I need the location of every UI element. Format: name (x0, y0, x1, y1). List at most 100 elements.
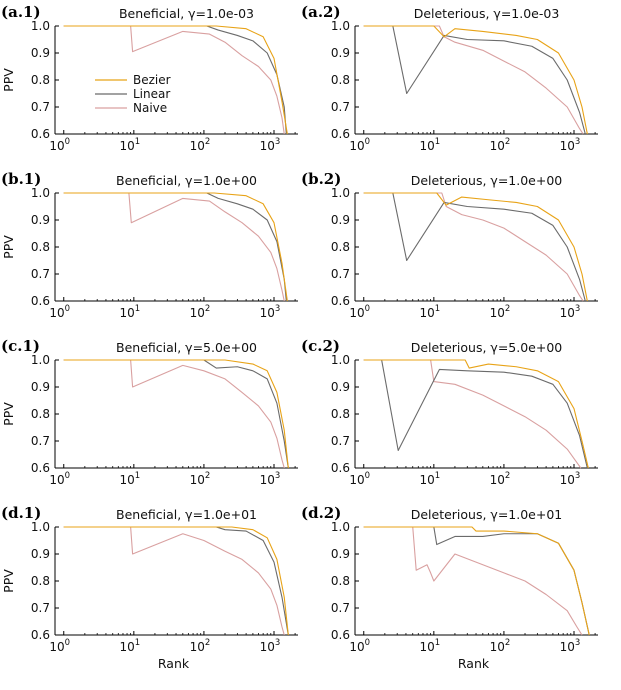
panel-label: (c.1) (1, 337, 40, 355)
x-tick-label: 102 (490, 471, 511, 487)
panel-c2: (c.2) Deleterious, γ=5.0e+00 0.6 0.7 0.8 0.9 1… (301, 337, 598, 487)
y-tick-label: 0.6 (331, 628, 350, 642)
x-tick-exponent: 2 (505, 304, 510, 314)
y-tick-label: 0.9 (331, 46, 350, 60)
y-tick-label: 0.8 (331, 240, 350, 254)
panel-title: Beneficial, γ=1.0e+01 (116, 507, 257, 522)
legend-label-naive: Naive (133, 101, 167, 115)
x-tick-label: 100 (349, 638, 370, 654)
x-tick-label: 103 (560, 638, 581, 654)
x-tick-label: 100 (349, 304, 370, 320)
y-axis-label: PPV (1, 402, 16, 426)
x-tick-exponent: 2 (505, 137, 510, 147)
panel-label: (b.2) (301, 170, 341, 188)
x-tick-label: 101 (419, 471, 440, 487)
x-tick-exponent: 1 (135, 304, 140, 314)
panel-b2: (b.2) Deleterious, γ=1.0e+00 0.6 0.7 0.8 0.9 1… (301, 170, 598, 320)
x-tick-label: 101 (119, 638, 140, 654)
panel-a1: (a.1) Beneficial, γ=1.0e-03 0.6 0.7 0.8 0.9 1.… (1, 3, 298, 153)
x-tick-exponent: 0 (65, 638, 70, 648)
x-tick-exponent: 1 (435, 304, 440, 314)
series-linear-line (63, 359, 289, 469)
x-tick-label: 101 (419, 137, 440, 153)
y-tick-label: 1.0 (31, 19, 50, 33)
x-tick-label: 100 (349, 471, 370, 487)
x-tick-label: 103 (260, 638, 281, 654)
x-tick-exponent: 2 (205, 137, 210, 147)
y-tick-label: 0.8 (331, 73, 350, 87)
x-tick-label: 102 (190, 304, 211, 320)
legend-label-bezier: Bezier (133, 73, 171, 87)
series-linear-line (63, 25, 287, 135)
series-linear-line (363, 526, 590, 636)
panel-title: Deleterious, γ=5.0e+00 (411, 340, 563, 355)
x-tick-exponent: 3 (275, 137, 280, 147)
panel-title: Beneficial, γ=1.0e+00 (116, 173, 257, 188)
x-tick-exponent: 2 (205, 304, 210, 314)
x-axis-label: Rank (458, 656, 490, 671)
y-tick-label: 0.8 (331, 574, 350, 588)
x-tick-exponent: 0 (65, 137, 70, 147)
y-tick-label: 0.7 (31, 434, 50, 448)
series-naive-line (63, 359, 285, 469)
x-tick-exponent: 0 (365, 471, 370, 481)
y-tick-label: 0.6 (331, 294, 350, 308)
series-linear-line (363, 25, 586, 135)
y-tick-label: 0.7 (331, 601, 350, 615)
y-tick-label: 0.9 (31, 380, 50, 394)
x-tick-label: 103 (560, 304, 581, 320)
y-tick-label: 1.0 (331, 520, 350, 534)
x-tick-exponent: 3 (275, 304, 280, 314)
y-axis-label: PPV (1, 235, 16, 259)
x-tick-exponent: 1 (435, 471, 440, 481)
y-tick-label: 0.9 (31, 46, 50, 60)
x-tick-exponent: 0 (65, 471, 70, 481)
y-tick-label: 0.9 (31, 547, 50, 561)
y-tick-label: 0.8 (31, 574, 50, 588)
series-naive-line (363, 526, 583, 636)
x-tick-exponent: 1 (435, 638, 440, 648)
x-tick-exponent: 3 (275, 638, 280, 648)
x-tick-label: 103 (260, 304, 281, 320)
x-tick-exponent: 1 (435, 137, 440, 147)
x-tick-label: 102 (490, 137, 511, 153)
x-tick-exponent: 2 (505, 638, 510, 648)
x-tick-label: 100 (49, 304, 70, 320)
series-bezier-line (63, 25, 288, 135)
y-tick-label: 0.7 (331, 100, 350, 114)
x-tick-exponent: 1 (135, 471, 140, 481)
x-tick-label: 103 (260, 137, 281, 153)
panel-b1: (b.1) Beneficial, γ=1.0e+00 0.6 0.7 0.8 0.9 1.… (1, 170, 298, 320)
panel-label: (d.1) (1, 504, 41, 522)
series-bezier-line (363, 25, 588, 135)
x-tick-exponent: 0 (65, 304, 70, 314)
series-bezier-line (363, 526, 590, 636)
series-naive-line (63, 25, 285, 135)
x-tick-exponent: 3 (575, 638, 580, 648)
y-tick-label: 0.7 (31, 601, 50, 615)
x-tick-label: 100 (49, 471, 70, 487)
y-tick-label: 0.6 (331, 461, 350, 475)
y-tick-label: 0.9 (31, 213, 50, 227)
panel-label: (c.2) (301, 337, 340, 355)
panel-label: (d.2) (301, 504, 341, 522)
y-tick-label: 0.9 (331, 213, 350, 227)
x-tick-label: 102 (490, 638, 511, 654)
y-tick-label: 1.0 (31, 186, 50, 200)
x-tick-exponent: 0 (365, 638, 370, 648)
y-tick-label: 1.0 (331, 353, 350, 367)
series-naive-line (63, 192, 285, 302)
panel-title: Deleterious, γ=1.0e-03 (414, 6, 560, 21)
x-tick-exponent: 0 (365, 137, 370, 147)
x-tick-exponent: 2 (205, 638, 210, 648)
panel-label: (a.2) (301, 3, 341, 21)
panel-a2: (a.2) Deleterious, γ=1.0e-03 0.6 0.7 0.8 0.9 1… (301, 3, 598, 153)
series-bezier-line (63, 359, 289, 469)
x-tick-label: 100 (349, 137, 370, 153)
x-tick-label: 101 (119, 137, 140, 153)
y-tick-label: 0.7 (31, 267, 50, 281)
panel-d2: (d.2) Deleterious, γ=1.0e+01 0.6 0.7 0.8 0.9 1… (301, 504, 598, 671)
x-tick-exponent: 3 (575, 304, 580, 314)
x-tick-label: 102 (190, 471, 211, 487)
